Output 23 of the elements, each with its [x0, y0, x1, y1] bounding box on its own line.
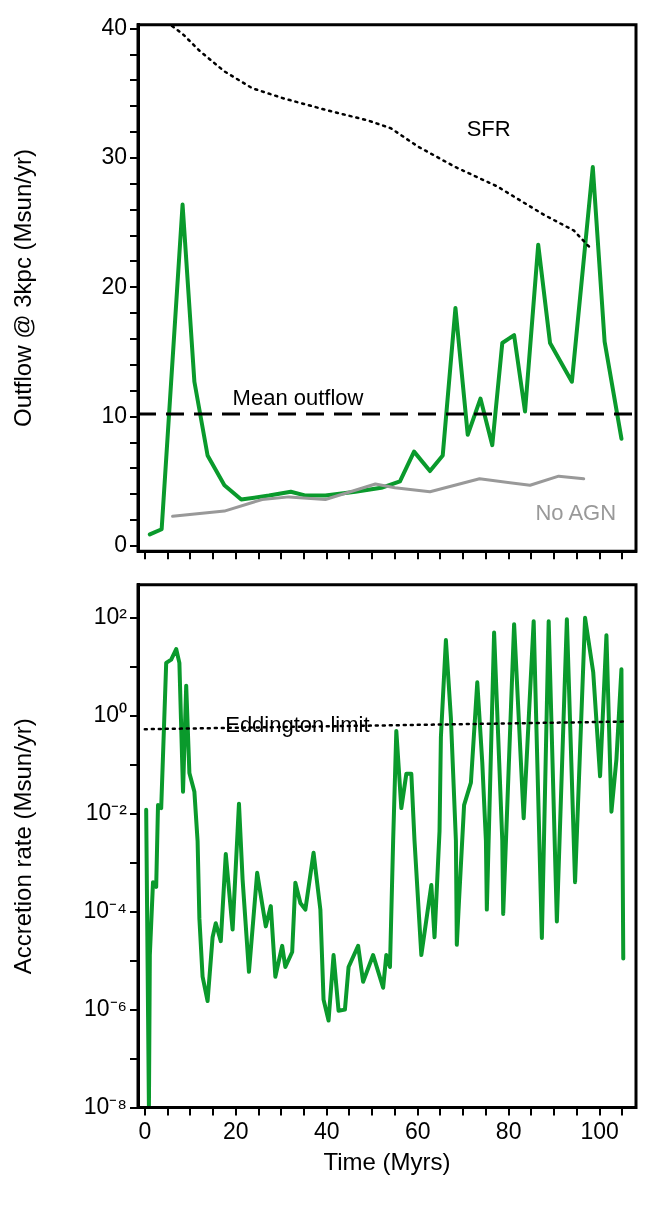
y-tick-label: 30 [101, 143, 127, 170]
y-tick-label: 40 [101, 14, 127, 41]
y-tick-label: 10² [93, 603, 128, 630]
ref-line-label: Mean outflow [232, 385, 364, 411]
series-label: SFR [466, 116, 511, 142]
y-tick-label: 10⁻⁶ [83, 994, 127, 1021]
y-tick-label: 10 [101, 402, 127, 429]
x-axis-title: Time (Myrs) [323, 1148, 451, 1176]
y-tick-label: 10⁻⁴ [83, 896, 127, 923]
x-tick-label: 80 [495, 1117, 522, 1144]
x-tick-label: 40 [313, 1117, 340, 1144]
y-tick-label: 10⁰ [93, 701, 127, 728]
y-axis-title: Accretion rate (Msun/yr) [9, 718, 37, 975]
y-axis-title: Outflow @ 3kpc (Msun/yr) [9, 149, 37, 427]
x-tick-label: 60 [404, 1117, 431, 1144]
x-tick-label: 0 [138, 1117, 152, 1144]
y-tick-label: 10⁻⁸ [83, 1092, 127, 1119]
y-tick-label: 10⁻² [85, 799, 128, 826]
x-tick-label: 100 [580, 1117, 619, 1144]
series-label: No AGN [535, 500, 617, 526]
x-tick-label: 20 [222, 1117, 249, 1144]
y-tick-label: 0 [114, 531, 127, 558]
y-tick-label: 20 [101, 272, 127, 299]
